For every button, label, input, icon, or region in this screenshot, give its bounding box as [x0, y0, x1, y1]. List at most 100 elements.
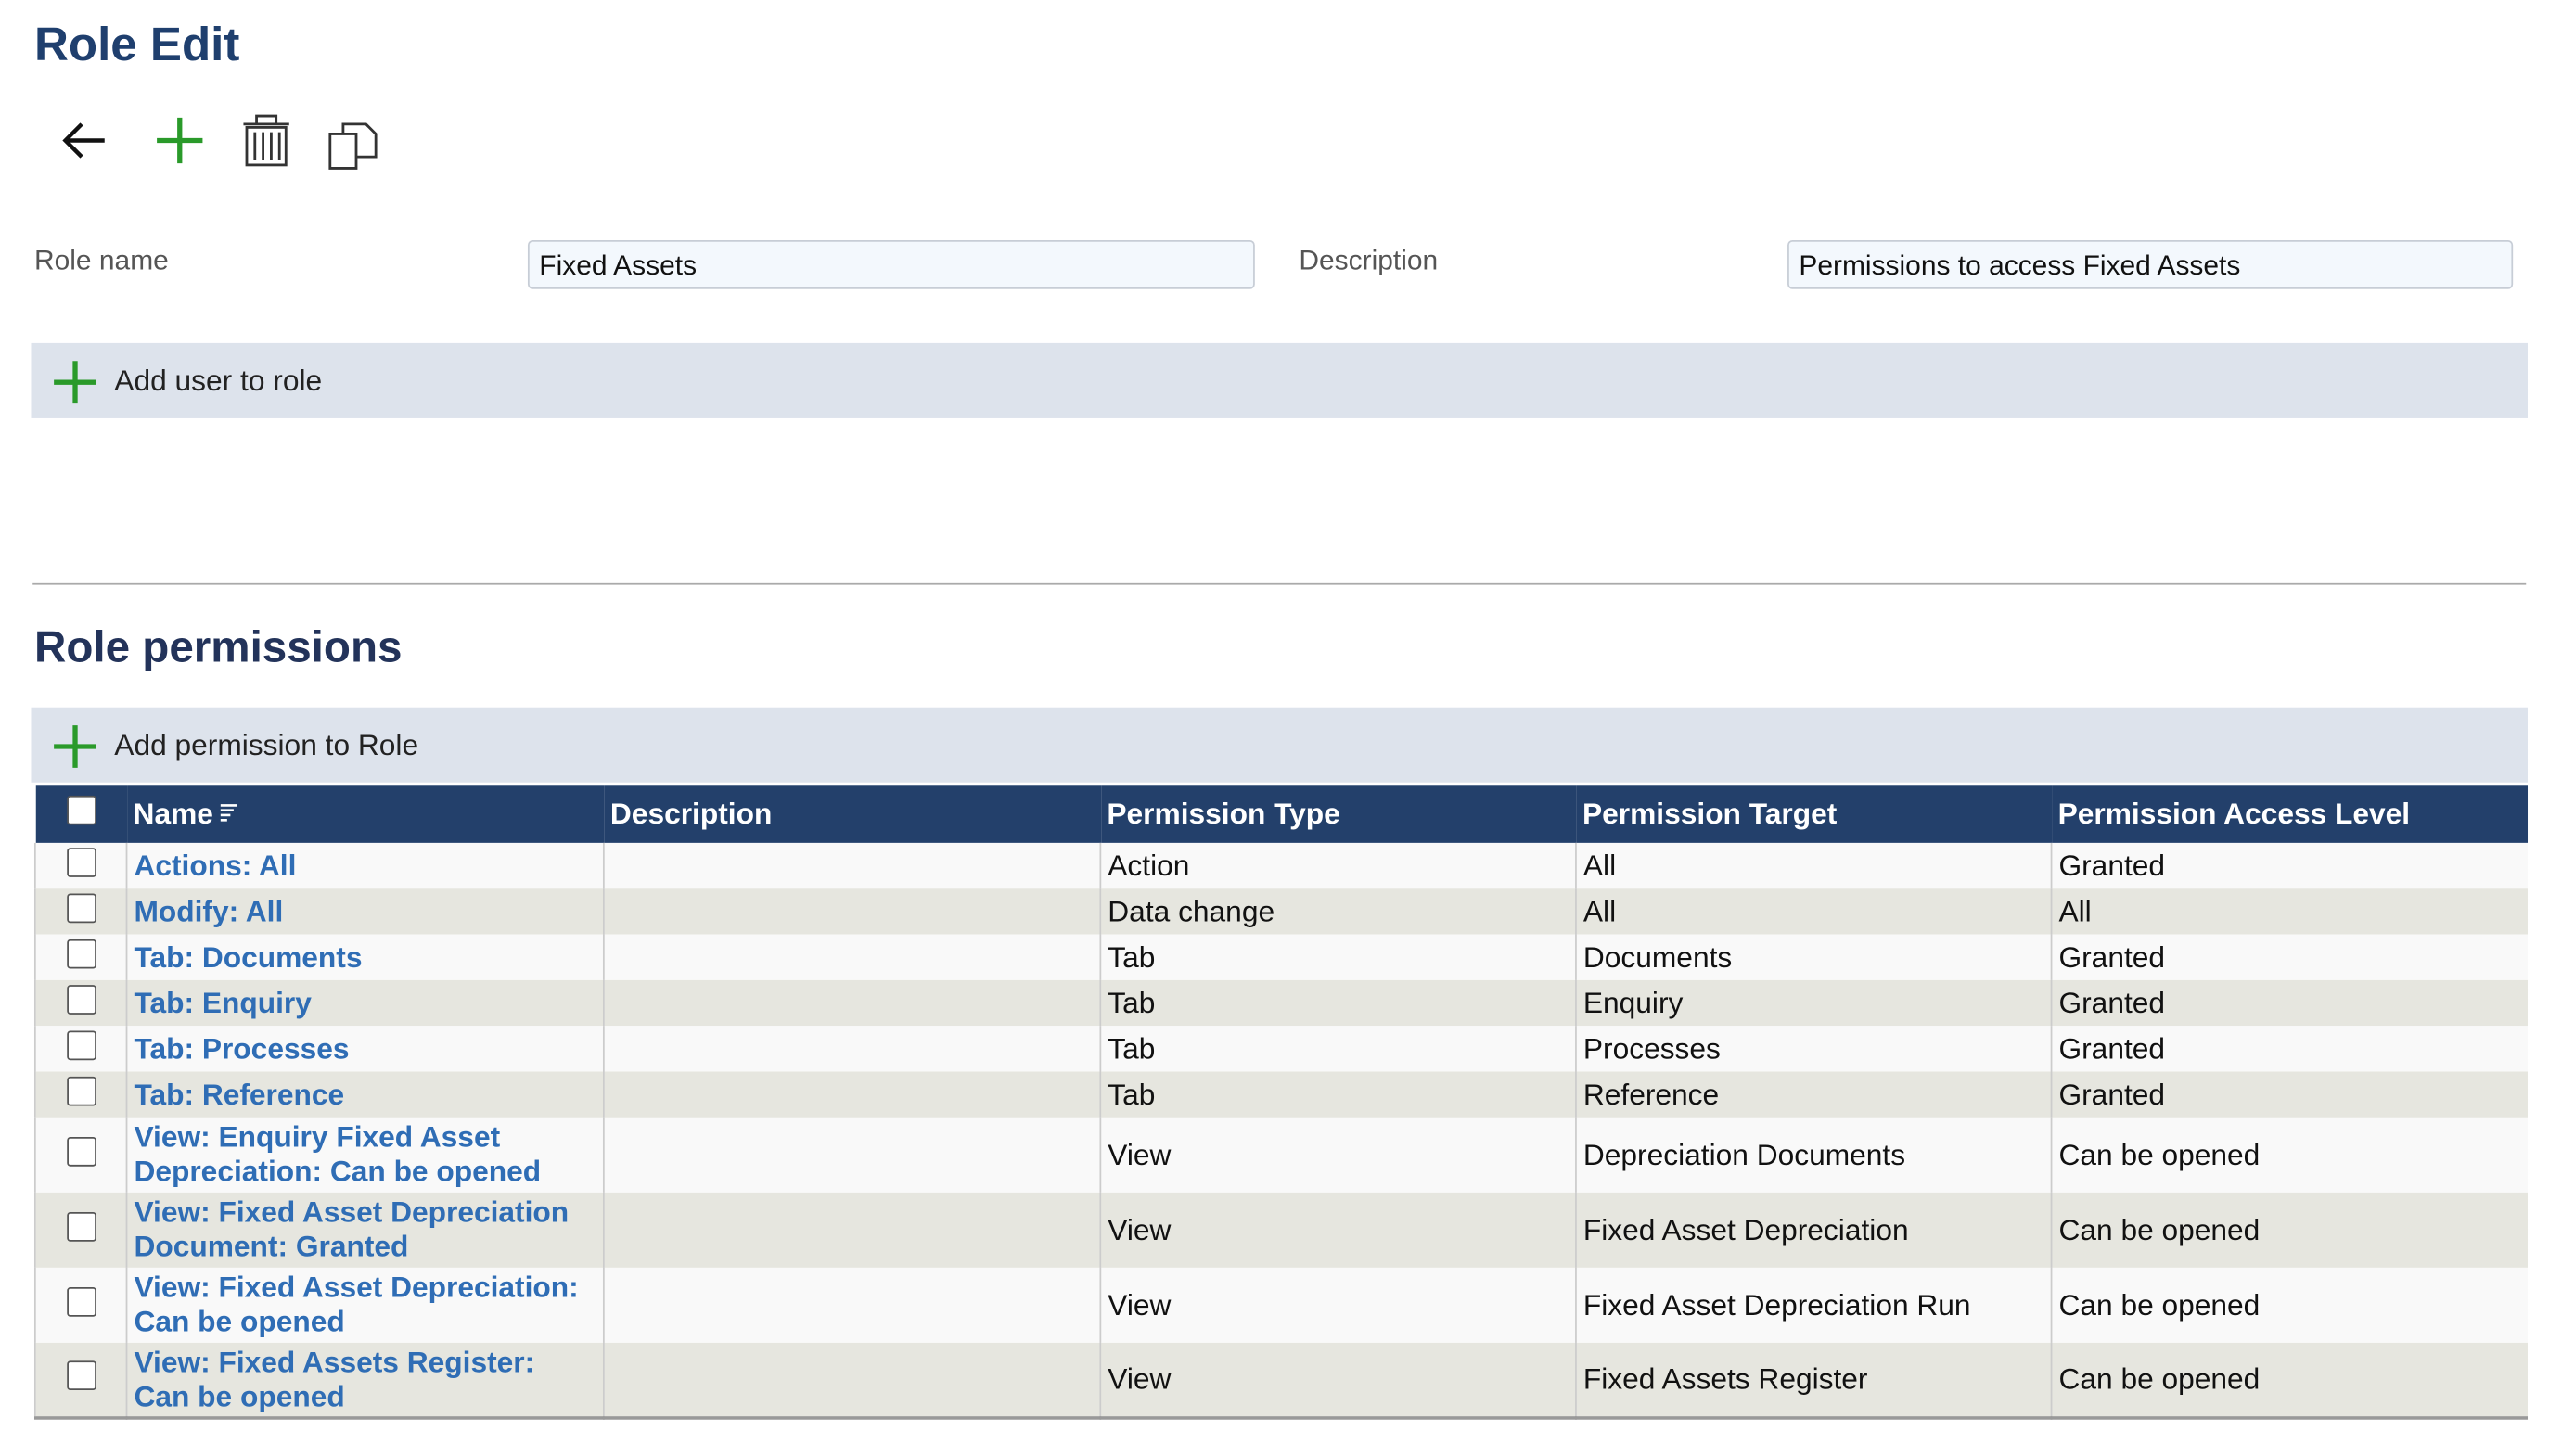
column-header: Permission Access Level: [2051, 785, 2529, 843]
description-cell: [602, 1026, 1101, 1072]
row-select[interactable]: [33, 1267, 127, 1343]
permission-link[interactable]: View: Fixed Asset Depreciation Document:…: [134, 1195, 570, 1263]
plus-icon: [54, 361, 96, 404]
select-all[interactable]: [34, 785, 127, 843]
column-header: Description: [603, 785, 1101, 843]
column-title: Description: [609, 797, 773, 830]
column-title: Permission Target: [1582, 797, 1838, 830]
type-cell: View: [1099, 1117, 1576, 1193]
level-cell: Granted: [2050, 842, 2529, 889]
checkbox[interactable]: [66, 847, 96, 877]
type-cell: Tab: [1099, 1071, 1576, 1118]
row-select[interactable]: [33, 1117, 127, 1193]
table-row: View: Fixed Asset Depreciation Document:…: [33, 1192, 2529, 1268]
target-cell: Reference: [1575, 1071, 2052, 1118]
name-cell: View: Fixed Asset Depreciation: Can be o…: [125, 1267, 604, 1343]
permission-link[interactable]: Tab: Processes: [134, 1031, 350, 1065]
column-title: Permission Access Level: [2057, 797, 2411, 830]
description-cell: [602, 888, 1101, 935]
target-cell: Fixed Asset Depreciation: [1575, 1192, 2052, 1268]
checkbox[interactable]: [66, 1075, 96, 1105]
permission-link[interactable]: Modify: All: [134, 894, 284, 927]
description-cell: [602, 1192, 1101, 1268]
level-cell: Can be opened: [2050, 1117, 2529, 1193]
type-cell: Action: [1099, 842, 1576, 889]
name-cell: Modify: All: [125, 888, 604, 935]
permission-link[interactable]: View: Fixed Asset Depreciation: Can be o…: [134, 1271, 579, 1338]
table-row: Actions: All Action All Granted: [33, 842, 2529, 889]
add-user-bar[interactable]: Add user to role: [31, 342, 2529, 418]
description-cell: [602, 979, 1101, 1027]
header-row: Name Description Permission Type Permission…: [34, 785, 2529, 843]
page-title: Role Edit: [33, 19, 240, 72]
checkbox[interactable]: [66, 1211, 96, 1241]
name-cell: View: Enquiry Fixed Asset Depreciation: …: [125, 1117, 604, 1193]
target-cell: Fixed Assets Register: [1575, 1342, 2052, 1418]
row-select[interactable]: [33, 979, 127, 1027]
type-cell: View: [1099, 1267, 1576, 1343]
target-cell: All: [1575, 888, 2052, 935]
name-cell: Tab: Reference: [125, 1071, 604, 1118]
plus-icon: [54, 725, 96, 768]
row-select[interactable]: [33, 1342, 127, 1418]
column-header[interactable]: Name: [126, 785, 604, 843]
checkbox[interactable]: [66, 984, 96, 1014]
level-cell: Granted: [2050, 1071, 2529, 1118]
description-cell: [602, 1267, 1101, 1343]
description-label: Description: [1299, 245, 1439, 276]
permission-link[interactable]: Tab: Enquiry: [134, 986, 312, 1019]
row-select[interactable]: [33, 888, 127, 935]
add-permission-button[interactable]: Add permission to Role: [114, 728, 419, 761]
target-cell: Documents: [1575, 934, 2052, 980]
checkbox[interactable]: [66, 1286, 96, 1316]
table-row: Tab: Reference Tab Reference Granted: [33, 1071, 2529, 1118]
delete-button[interactable]: [243, 114, 289, 167]
permission-link[interactable]: Tab: Documents: [134, 939, 363, 973]
back-button[interactable]: [62, 122, 105, 159]
permission-link[interactable]: View: Fixed Assets Register: Can be open…: [134, 1345, 535, 1412]
add-permission-bar[interactable]: Add permission to Role: [31, 707, 2529, 783]
add-button[interactable]: [157, 117, 203, 164]
row-select[interactable]: [33, 1026, 127, 1072]
level-cell: Can be opened: [2050, 1192, 2529, 1268]
target-cell: All: [1575, 842, 2052, 889]
checkbox[interactable]: [66, 892, 96, 923]
level-cell: Can be opened: [2050, 1267, 2529, 1343]
description-cell: [602, 1071, 1101, 1118]
checkbox[interactable]: [66, 1029, 96, 1060]
checkbox[interactable]: [66, 1136, 96, 1166]
role-name-input[interactable]: Fixed Assets: [527, 239, 1255, 289]
type-cell: Tab: [1099, 1026, 1576, 1072]
target-cell: Depreciation Documents: [1575, 1117, 2052, 1193]
column-header: Permission Target: [1575, 785, 2052, 843]
table-row: Tab: Enquiry Tab Enquiry Granted: [33, 979, 2529, 1027]
sort-icon[interactable]: [218, 800, 237, 824]
checkbox[interactable]: [66, 938, 96, 968]
description-cell: [602, 842, 1101, 889]
name-cell: View: Fixed Asset Depreciation Document:…: [125, 1192, 604, 1268]
type-cell: Tab: [1099, 934, 1576, 980]
permissions-table: Name Description Permission Type Permission…: [33, 785, 2529, 1420]
divider: [32, 582, 2527, 585]
toolbar: [62, 114, 378, 170]
permission-link[interactable]: Tab: Reference: [134, 1077, 345, 1110]
target-cell: Enquiry: [1575, 979, 2052, 1027]
type-cell: Data change: [1099, 888, 1576, 935]
checkbox[interactable]: [66, 1360, 96, 1391]
row-select[interactable]: [33, 1192, 127, 1268]
row-select[interactable]: [33, 842, 127, 889]
permission-link[interactable]: Actions: All: [134, 849, 297, 882]
role-name-label: Role name: [33, 245, 169, 276]
add-user-button[interactable]: Add user to role: [114, 364, 323, 398]
row-select[interactable]: [33, 1071, 127, 1118]
description-input[interactable]: Permissions to access Fixed Assets: [1787, 239, 2514, 289]
type-cell: View: [1099, 1342, 1576, 1418]
copy-button[interactable]: [328, 122, 378, 170]
column-header: Permission Type: [1100, 785, 1576, 843]
table-row: View: Fixed Assets Register: Can be open…: [33, 1342, 2529, 1418]
row-select[interactable]: [33, 934, 127, 980]
table-row: Tab: Documents Tab Documents Granted: [33, 934, 2529, 980]
table-row: Modify: All Data change All All: [33, 888, 2529, 935]
permission-link[interactable]: View: Enquiry Fixed Asset Depreciation: …: [134, 1120, 542, 1188]
